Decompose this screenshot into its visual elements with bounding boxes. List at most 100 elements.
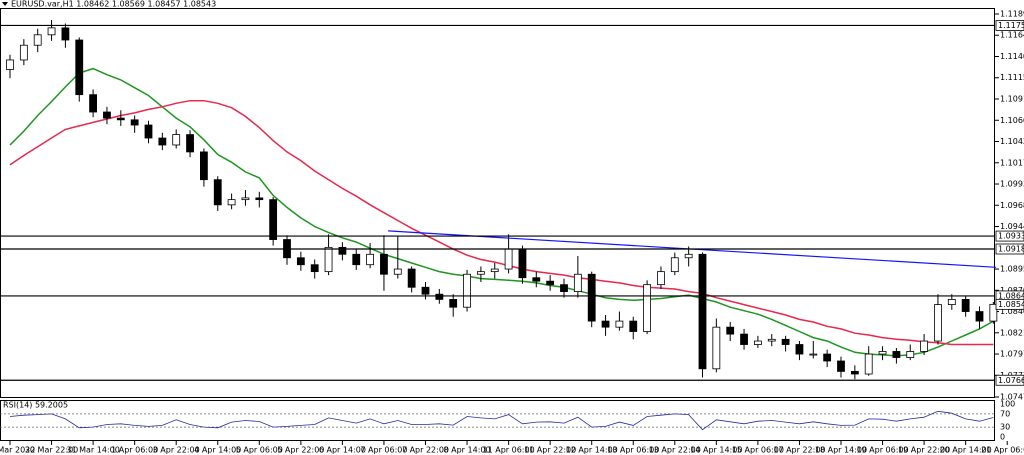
candle-body <box>227 199 236 206</box>
candle-body <box>767 338 776 342</box>
candle-body <box>989 303 998 322</box>
candle-body <box>657 271 665 286</box>
candle-body <box>435 293 444 300</box>
y-tick-label: 1.10665 <box>1000 116 1024 125</box>
candle-body <box>144 124 153 139</box>
candle-body <box>961 299 970 312</box>
y-tick-label: 1.10910 <box>1000 95 1024 104</box>
candle-body <box>740 333 748 345</box>
y-tick-label: 1.11645 <box>1000 31 1024 40</box>
candle-body <box>601 320 610 328</box>
x-tick-label: 13 Apr 06:00 <box>607 446 659 455</box>
candle-body <box>241 197 250 201</box>
candle-body <box>172 134 181 146</box>
candle-body <box>324 246 333 273</box>
candle-body <box>795 344 804 355</box>
rsi-line <box>9 410 994 431</box>
y-tick-label: 1.11890 <box>1000 9 1024 18</box>
y-tick-label: 1.09685 <box>1000 201 1024 210</box>
candle-body <box>476 271 485 275</box>
level-label: 1.08640 <box>998 291 1024 300</box>
y-tick-label: 1.09440 <box>1000 222 1024 231</box>
candle-body <box>103 111 111 119</box>
x-tick-label: 13 Apr 22:00 <box>649 446 701 455</box>
candle-body <box>670 257 679 273</box>
level-label: 1.07668 <box>998 376 1024 385</box>
candle-body <box>837 360 845 372</box>
candle-body <box>823 353 832 362</box>
candle-body <box>643 284 651 332</box>
x-tick-label: 8 Apr 14:00 <box>444 446 491 455</box>
candle-body <box>310 264 319 273</box>
candle-body <box>698 253 707 370</box>
x-tick-label: 7 Apr 22:00 <box>402 446 449 455</box>
candle-body <box>352 253 361 266</box>
candle-body <box>213 179 222 206</box>
candle-body <box>269 199 278 240</box>
candle-body <box>712 326 721 370</box>
candle-body <box>89 94 97 113</box>
candle-body <box>573 273 582 292</box>
level-label: 1.11758 <box>998 21 1024 30</box>
x-tick-label: 11 Apr 22:00 <box>524 446 576 455</box>
candle-body <box>61 27 70 41</box>
candle-body <box>587 273 596 322</box>
candle-body <box>892 351 901 358</box>
x-tick-label: 31 Mar 14:00 <box>66 446 119 455</box>
candle-body <box>407 268 416 288</box>
x-tick-label: 19 Apr 06:00 <box>856 446 908 455</box>
candle-body <box>615 320 624 328</box>
x-tick-label: 12 Apr 14:00 <box>566 446 618 455</box>
x-tick-label: 11 Apr 06:00 <box>483 446 535 455</box>
candle-body <box>338 246 347 255</box>
level-box <box>995 230 1024 242</box>
y-tick-label: 1.10175 <box>1000 158 1024 167</box>
rsi-tick-label: 100 <box>1000 400 1015 409</box>
y-tick-label: 1.08460 <box>1000 307 1024 316</box>
rsi-tick-label: 70 <box>1000 409 1010 418</box>
candle-body <box>560 284 568 292</box>
y-tick-label: 1.11155 <box>1000 73 1024 82</box>
candle-body <box>947 299 956 306</box>
rsi-pane <box>0 400 995 441</box>
candle-body <box>130 119 139 126</box>
candle-body <box>934 304 942 342</box>
x-tick-label: 14 Apr 14:00 <box>690 446 742 455</box>
rsi-tick-label: 0 <box>1000 433 1005 442</box>
candle-body <box>878 351 887 355</box>
x-tick-label: 20 Apr 14:00 <box>940 446 992 455</box>
x-tick-label: 17 Apr 22:00 <box>773 446 825 455</box>
header-arrow <box>2 2 8 6</box>
x-tick-label: 3 Apr 22:00 <box>153 446 200 455</box>
candle-body <box>158 137 167 146</box>
candle-body <box>75 39 84 96</box>
moving-average <box>9 67 994 357</box>
candle-body <box>684 253 693 259</box>
candle-body <box>850 371 859 375</box>
level-box <box>995 243 1024 255</box>
level-box <box>995 374 1024 386</box>
current-price-label: 1.08543 <box>998 300 1024 309</box>
candle-body <box>490 268 499 273</box>
x-tick-label: 5 Apr 06:00 <box>236 446 283 455</box>
candle-body <box>47 27 56 36</box>
candle-body <box>726 326 735 335</box>
x-tick-label: 6 Apr 14:00 <box>319 446 366 455</box>
candle-body <box>504 248 513 270</box>
x-tick-label: 30 Mar 2022 <box>0 446 35 455</box>
candle-body <box>199 151 208 181</box>
candle-body <box>781 338 790 345</box>
x-tick-label: 18 Apr 14:00 <box>815 446 867 455</box>
y-tick-label: 1.11400 <box>1000 52 1024 61</box>
x-tick-label: 1 Apr 06:00 <box>111 446 158 455</box>
x-tick-label: 7 Apr 06:00 <box>360 446 407 455</box>
candle-body <box>532 277 541 282</box>
candle-body <box>6 59 14 70</box>
x-tick-label: 30 Mar 22:00 <box>25 446 78 455</box>
x-tick-label: 19 Apr 22:00 <box>898 446 950 455</box>
candle-body <box>920 340 928 352</box>
candle-body <box>421 286 430 295</box>
y-tick-label: 1.08705 <box>1000 286 1024 295</box>
